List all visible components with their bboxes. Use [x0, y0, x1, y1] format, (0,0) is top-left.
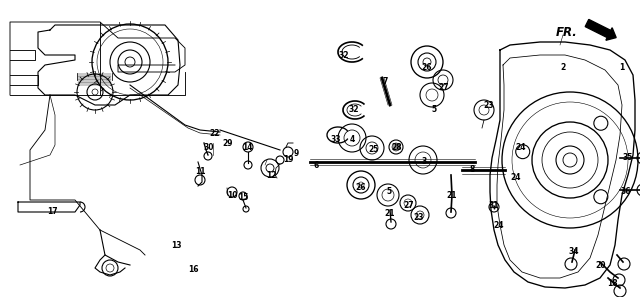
Text: 7: 7 — [382, 78, 388, 86]
FancyArrow shape — [585, 19, 616, 40]
Text: 13: 13 — [171, 241, 181, 249]
Text: 18: 18 — [607, 279, 618, 287]
Text: 19: 19 — [283, 156, 293, 165]
Text: 36: 36 — [621, 187, 631, 197]
Text: 3: 3 — [421, 157, 427, 167]
Text: 14: 14 — [242, 143, 252, 152]
Text: 9: 9 — [293, 148, 299, 157]
Text: 30: 30 — [204, 143, 214, 152]
Text: FR.: FR. — [556, 26, 577, 39]
Text: 24: 24 — [511, 173, 521, 182]
Text: 26: 26 — [422, 64, 432, 72]
Text: 32: 32 — [339, 50, 349, 59]
Text: 11: 11 — [195, 168, 205, 176]
Text: 21: 21 — [447, 190, 457, 200]
Text: 33: 33 — [331, 135, 341, 145]
Text: 17: 17 — [47, 208, 58, 217]
Text: 1: 1 — [620, 64, 625, 72]
Text: 5: 5 — [431, 105, 436, 115]
Text: 6: 6 — [314, 160, 319, 170]
Text: 29: 29 — [223, 138, 233, 148]
Text: 4: 4 — [349, 135, 355, 145]
Text: 32: 32 — [349, 105, 359, 115]
Text: 27: 27 — [404, 200, 414, 209]
Text: 28: 28 — [392, 143, 403, 152]
Text: 8: 8 — [469, 165, 475, 175]
Text: 16: 16 — [188, 266, 198, 274]
Text: 25: 25 — [369, 146, 379, 154]
Text: 10: 10 — [227, 190, 237, 200]
Text: 15: 15 — [238, 194, 248, 203]
Text: 27: 27 — [438, 83, 449, 92]
Text: 34: 34 — [569, 247, 579, 257]
Text: 22: 22 — [210, 129, 220, 138]
Text: 24: 24 — [516, 143, 526, 152]
Text: 21: 21 — [385, 208, 396, 217]
Text: 35: 35 — [623, 154, 633, 162]
Text: 20: 20 — [596, 260, 606, 269]
Text: 23: 23 — [413, 214, 424, 222]
Text: 12: 12 — [266, 170, 276, 179]
Circle shape — [392, 143, 400, 151]
Text: 26: 26 — [356, 184, 366, 192]
Text: 24: 24 — [493, 220, 504, 230]
Text: 31: 31 — [489, 200, 499, 209]
Text: 23: 23 — [484, 100, 494, 110]
Text: 5: 5 — [387, 187, 392, 197]
Text: 2: 2 — [561, 64, 566, 72]
